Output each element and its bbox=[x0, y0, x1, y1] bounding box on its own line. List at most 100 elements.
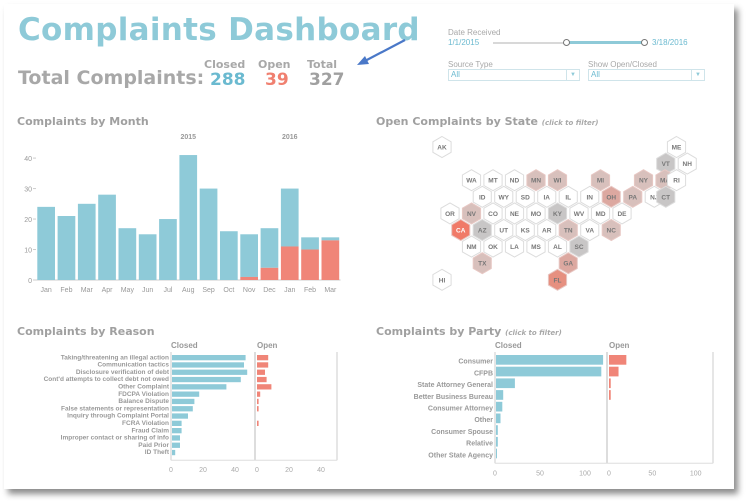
state-label: MO bbox=[531, 211, 541, 218]
state-hex-mt[interactable]: MT bbox=[483, 169, 503, 192]
page-title: Complaints Dashboard bbox=[18, 12, 420, 48]
state-hex-shape bbox=[526, 169, 546, 192]
state-hex-wa[interactable]: WA bbox=[461, 169, 482, 192]
state-hex-ne[interactable]: NE bbox=[504, 202, 525, 225]
open-tick-label: 100 bbox=[690, 470, 702, 477]
state-hex-shape bbox=[569, 202, 589, 225]
state-hex-ms[interactable]: MS bbox=[526, 235, 546, 258]
state-label: IA bbox=[544, 194, 551, 201]
state-label: SC bbox=[574, 244, 583, 251]
state-hex-il[interactable]: IL bbox=[558, 185, 578, 208]
state-hex-pa[interactable]: PA bbox=[623, 185, 643, 208]
state-hex-shape bbox=[666, 169, 687, 192]
state-label: TX bbox=[478, 261, 487, 268]
date-slider-end-handle[interactable] bbox=[641, 39, 648, 46]
state-hex-mi[interactable]: MI bbox=[590, 169, 611, 192]
state-hex-shape bbox=[580, 185, 600, 208]
bar-open bbox=[321, 240, 340, 280]
state-label: ME bbox=[672, 145, 682, 152]
category-label: Other Complaint bbox=[118, 384, 170, 391]
state-hex-ok[interactable]: OK bbox=[483, 235, 503, 258]
state-label: OH bbox=[606, 194, 616, 201]
kpi-total-value: 327 bbox=[309, 70, 345, 90]
state-label: AK bbox=[437, 145, 447, 152]
state-hex-nm[interactable]: NM bbox=[461, 235, 482, 258]
chevron-down-icon[interactable]: ▼ bbox=[691, 70, 704, 80]
state-hex-id[interactable]: ID bbox=[472, 185, 492, 208]
state-hex-al[interactable]: AL bbox=[547, 235, 568, 258]
state-hex-wv[interactable]: WV bbox=[569, 202, 589, 225]
state-hex-ar[interactable]: AR bbox=[537, 218, 557, 242]
state-hex-wy[interactable]: WY bbox=[494, 185, 514, 208]
bar-closed bbox=[172, 398, 195, 405]
state-hex-ga[interactable]: GA bbox=[558, 252, 578, 275]
state-hex-nh[interactable]: NH bbox=[677, 152, 697, 175]
state-hex-tx[interactable]: TX bbox=[472, 252, 492, 275]
chevron-down-icon[interactable]: ▼ bbox=[566, 70, 579, 80]
state-hex-ks[interactable]: KS bbox=[515, 218, 535, 242]
state-hex-me[interactable]: ME bbox=[666, 135, 687, 159]
state-hex-ri[interactable]: RI bbox=[666, 169, 687, 192]
state-label: LA bbox=[510, 244, 519, 251]
state-hex-ia[interactable]: IA bbox=[537, 185, 557, 208]
state-hex-sd[interactable]: SD bbox=[515, 185, 535, 208]
state-hex-shape bbox=[537, 218, 557, 242]
bar-closed bbox=[172, 442, 180, 448]
state-hex-wi[interactable]: WI bbox=[547, 169, 568, 192]
state-hex-shape bbox=[504, 235, 525, 258]
bar-closed bbox=[496, 390, 504, 400]
state-hex-de[interactable]: DE bbox=[612, 202, 632, 225]
date-slider-start-handle[interactable] bbox=[563, 39, 570, 46]
state-label: NV bbox=[467, 211, 477, 218]
bar-closed bbox=[118, 228, 137, 280]
closed-tick-label: 0 bbox=[493, 470, 497, 477]
state-hex-ct[interactable]: CT bbox=[656, 185, 676, 208]
state-hex-nc[interactable]: NC bbox=[601, 218, 621, 242]
state-hex-fl[interactable]: FL bbox=[547, 268, 568, 291]
date-slider-range[interactable] bbox=[566, 41, 645, 44]
state-label: RI bbox=[673, 178, 680, 185]
state-hex-sc[interactable]: SC bbox=[569, 235, 589, 258]
state-hex-ut[interactable]: UT bbox=[494, 218, 514, 242]
state-hex-shape bbox=[483, 235, 503, 258]
bar-open bbox=[257, 376, 267, 383]
state-hex-az[interactable]: AZ bbox=[472, 218, 492, 242]
state-hex-ak[interactable]: AK bbox=[432, 135, 452, 159]
state-hex-or[interactable]: OR bbox=[440, 202, 460, 225]
kpi-open-label: Open bbox=[258, 58, 291, 71]
state-hex-tn[interactable]: TN bbox=[558, 218, 578, 242]
state-hex-mn[interactable]: MN bbox=[526, 169, 546, 192]
bar-closed bbox=[220, 231, 238, 280]
show-open-closed-select[interactable]: All ▼ bbox=[588, 69, 705, 81]
state-hex-nd[interactable]: ND bbox=[504, 169, 525, 192]
state-label: NH bbox=[683, 161, 693, 168]
source-type-select[interactable]: All ▼ bbox=[448, 69, 580, 81]
state-hex-md[interactable]: MD bbox=[590, 202, 611, 225]
bar-closed bbox=[280, 188, 299, 247]
state-hex-shape bbox=[537, 185, 557, 208]
kpi-closed-value: 288 bbox=[210, 70, 246, 90]
state-label: UT bbox=[499, 228, 508, 235]
state-hex-mo[interactable]: MO bbox=[526, 202, 546, 225]
state-label: CO bbox=[488, 211, 498, 218]
state-hex-ky[interactable]: KY bbox=[547, 202, 568, 225]
category-label: Improper contact or sharing of info bbox=[61, 435, 169, 442]
state-hex-ny[interactable]: NY bbox=[633, 169, 654, 192]
state-label: MD bbox=[595, 211, 605, 218]
state-hex-shape bbox=[558, 252, 578, 275]
y-tick-label: 10 bbox=[24, 248, 32, 255]
state-hex-ca[interactable]: CA bbox=[451, 218, 471, 242]
state-hex-shape bbox=[558, 218, 578, 242]
open-tick-label: 50 bbox=[648, 470, 656, 477]
state-hex-la[interactable]: LA bbox=[504, 235, 525, 258]
show-open-closed-label: Show Open/Closed bbox=[588, 60, 657, 69]
state-hex-co[interactable]: CO bbox=[483, 202, 503, 225]
x-tick-label: Jan bbox=[41, 287, 52, 294]
state-hex-oh[interactable]: OH bbox=[601, 185, 621, 208]
state-hex-hi[interactable]: HI bbox=[432, 268, 452, 291]
state-hex-shape bbox=[472, 185, 492, 208]
state-hex-in[interactable]: IN bbox=[580, 185, 600, 208]
state-hex-shape bbox=[601, 185, 621, 208]
state-hex-va[interactable]: VA bbox=[580, 218, 600, 242]
state-hex-nv[interactable]: NV bbox=[461, 202, 482, 225]
